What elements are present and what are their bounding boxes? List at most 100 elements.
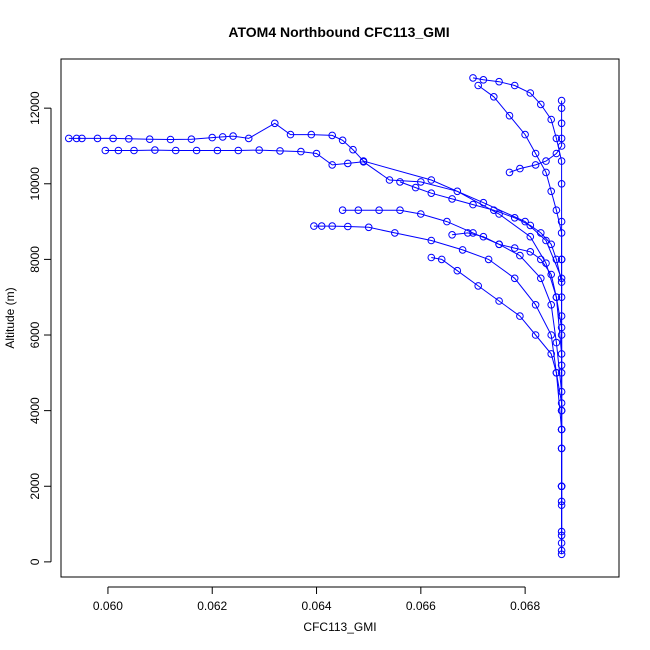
data-point	[557, 119, 566, 128]
data-point	[344, 159, 352, 168]
data-point	[552, 293, 561, 302]
plot-frame	[60, 58, 620, 578]
data-point	[448, 195, 456, 203]
data-point	[396, 206, 404, 214]
data-point	[557, 482, 566, 491]
data-point	[354, 206, 363, 214]
series-3	[310, 222, 566, 540]
data-point	[526, 221, 535, 230]
series-line	[313, 225, 563, 536]
data-point	[72, 134, 81, 143]
data-point	[552, 149, 561, 158]
data-point	[516, 164, 524, 173]
data-point	[557, 134, 566, 143]
data-point	[510, 81, 519, 90]
data-point	[453, 187, 462, 196]
data-point	[490, 93, 498, 101]
data-point	[391, 229, 399, 237]
data-point	[125, 135, 133, 143]
data-point	[417, 178, 425, 186]
series-4	[338, 206, 566, 506]
data-point	[510, 214, 519, 222]
data-point	[516, 312, 524, 320]
series-line	[452, 232, 563, 411]
data-point	[244, 134, 253, 143]
data-point	[192, 146, 201, 155]
data-point	[286, 130, 295, 139]
data-point	[443, 217, 451, 226]
data-point	[427, 253, 436, 262]
data-point	[557, 217, 566, 226]
data-point	[542, 168, 550, 177]
x-axis: 0.060 0.062 0.064 0.066 0.068	[93, 586, 540, 613]
data-point	[65, 134, 73, 143]
data-point	[474, 81, 483, 90]
data-point	[166, 135, 175, 144]
data-point	[557, 425, 566, 434]
data-point	[495, 210, 503, 218]
y-tick-label: 8000	[28, 246, 42, 273]
data-point	[427, 176, 436, 184]
x-tick-label: 0.066	[406, 599, 436, 613]
data-point	[479, 232, 488, 241]
series-5	[427, 253, 566, 453]
data-point	[557, 550, 566, 559]
series-10	[396, 178, 566, 286]
data-point	[505, 168, 514, 177]
data-point	[552, 369, 561, 377]
data-point	[557, 96, 566, 105]
data-point	[328, 161, 337, 169]
data-point	[531, 331, 540, 339]
data-point	[537, 255, 545, 264]
series-line	[342, 209, 563, 502]
data-point	[495, 297, 503, 305]
data-point	[359, 158, 368, 166]
data-point	[479, 76, 488, 84]
data-point	[307, 130, 316, 139]
series-7	[474, 81, 566, 302]
data-point	[505, 111, 514, 120]
data-point	[255, 146, 264, 154]
data-point	[557, 323, 566, 332]
series-line	[399, 181, 563, 283]
series-1	[65, 119, 566, 559]
data-point	[542, 157, 550, 165]
data-point	[552, 206, 561, 214]
data-point	[474, 282, 483, 290]
data-point	[552, 255, 561, 264]
data-point	[328, 222, 337, 230]
y-tick-label: 2000	[28, 473, 42, 500]
data-point	[521, 130, 529, 139]
data-point	[557, 539, 566, 547]
data-point	[526, 248, 535, 256]
data-point	[557, 546, 566, 555]
x-tick-label: 0.064	[302, 599, 332, 613]
data-point	[234, 146, 243, 155]
data-point	[557, 361, 566, 370]
data-point	[218, 133, 227, 141]
data-point	[542, 236, 550, 245]
data-point	[531, 161, 540, 169]
data-point	[495, 77, 503, 86]
data-point	[310, 222, 318, 230]
data-point	[171, 146, 180, 155]
data-point	[547, 240, 556, 249]
data-point	[213, 146, 222, 155]
data-point	[276, 147, 284, 155]
data-point	[317, 222, 326, 230]
data-point	[297, 147, 305, 156]
data-point	[458, 246, 467, 254]
data-point	[145, 135, 154, 143]
y-tick-label: 0	[28, 558, 42, 565]
data-point	[531, 149, 540, 158]
data-point	[557, 255, 566, 264]
data-point	[101, 146, 110, 155]
series-line	[472, 77, 563, 543]
data-point	[547, 115, 556, 124]
y-tick-label: 10000	[28, 167, 42, 201]
x-axis-label: CFC113_GMI	[303, 620, 376, 634]
y-tick-label: 6000	[28, 321, 42, 348]
series-6	[469, 74, 566, 547]
y-tick-label: 12000	[28, 91, 42, 125]
